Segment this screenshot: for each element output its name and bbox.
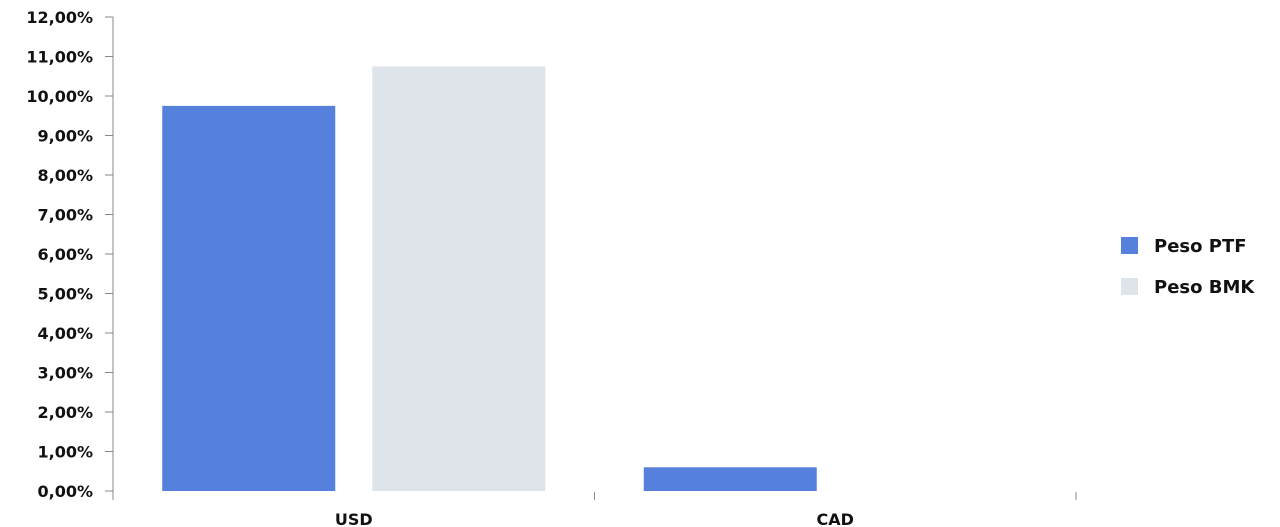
y-tick-label: 1,00% [37,443,93,462]
legend: Peso PTF Peso BMK [1121,236,1255,298]
bar-peso-ptf-usd [162,105,336,491]
legend-swatch-peso-bmk [1121,278,1138,295]
y-tick-label: 9,00% [37,127,93,146]
bars [162,66,817,491]
legend-swatch-peso-ptf [1121,237,1138,254]
y-tick-label: 3,00% [37,364,93,383]
y-axis: 0,00% 1,00% 2,00% 3,00% 4,00% 5,00% 6,00% 7,00%… [26,8,114,501]
bar-peso-ptf-cad [643,467,817,491]
y-tick-label: 5,00% [37,285,93,304]
y-tick-label: 10,00% [26,87,93,106]
y-tick-label: 12,00% [26,8,93,27]
y-tick-label: 8,00% [37,166,93,185]
y-tick-label: 4,00% [37,324,93,343]
y-tick-label: 2,00% [37,403,93,422]
legend-label-peso-ptf: Peso PTF [1154,236,1247,257]
y-tick-label: 0,00% [37,482,93,501]
y-tick-label: 11,00% [26,48,93,67]
x-axis: USD CAD [112,492,1077,527]
bar-peso-bmk-usd [372,66,546,491]
y-tick-label: 7,00% [37,206,93,225]
legend-label-peso-bmk: Peso BMK [1154,277,1255,298]
x-category-label: CAD [817,510,854,527]
x-category-label: USD [335,510,373,527]
y-tick-label: 6,00% [37,245,93,264]
